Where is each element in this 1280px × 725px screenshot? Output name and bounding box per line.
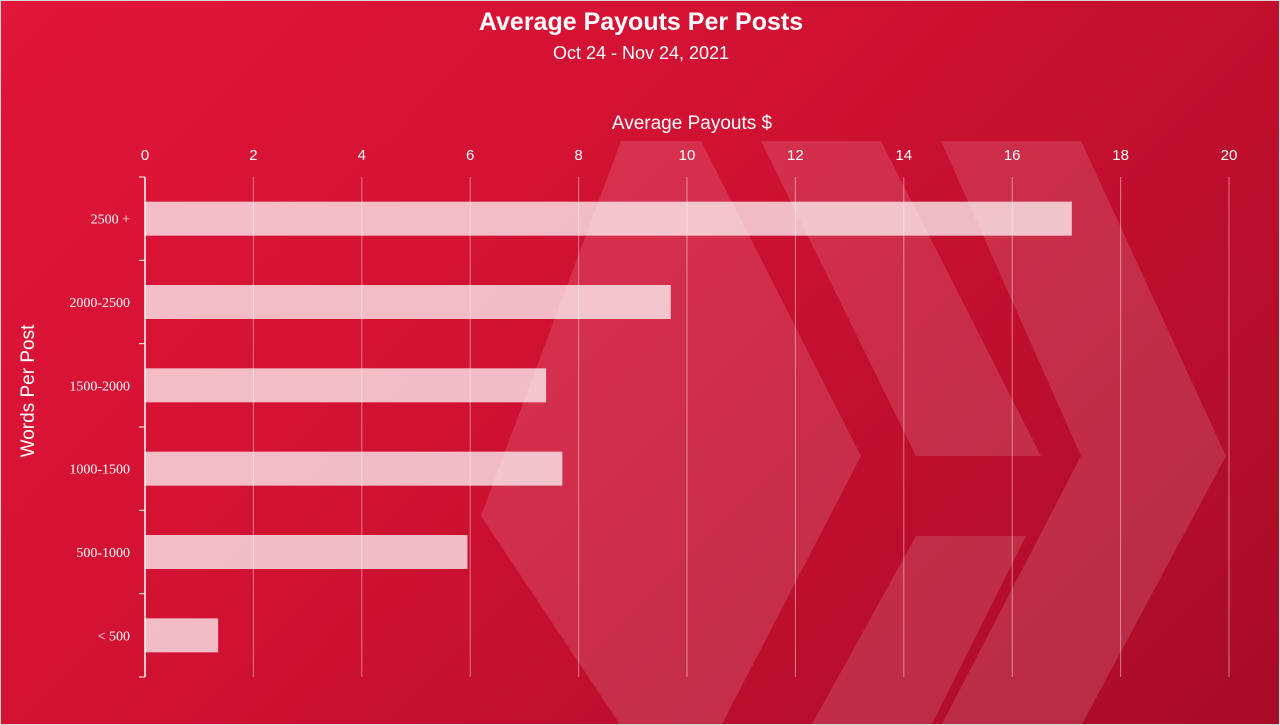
y-category-label: 2500 + (91, 213, 131, 228)
x-tick-label: 0 (141, 147, 149, 164)
x-tick-label: 10 (679, 147, 696, 164)
y-category-label: 1000-1500 (69, 463, 130, 478)
bar (145, 451, 563, 486)
x-tick-label: 8 (574, 147, 582, 164)
x-tick-label: 4 (358, 147, 366, 164)
x-tick-label: 20 (1221, 147, 1238, 164)
x-tick-label: 16 (1004, 147, 1021, 164)
y-category-label: 500-1000 (76, 546, 130, 561)
y-category-label: 1500-2000 (69, 379, 130, 394)
bar (145, 535, 468, 569)
bar (145, 285, 671, 319)
bar (145, 201, 1072, 236)
x-tick-label: 14 (895, 147, 912, 164)
y-category-label: 2000-2500 (69, 296, 130, 311)
x-tick-label: 12 (787, 147, 804, 164)
x-tick-label: 18 (1112, 147, 1129, 164)
x-axis-label: Average Payouts $ (611, 113, 773, 134)
bar (145, 368, 547, 403)
chart-subtitle: Oct 24 - Nov 24, 2021 (552, 43, 730, 63)
x-tick-label: 6 (466, 147, 474, 164)
x-tick-label: 2 (249, 147, 257, 164)
chart-title: Average Payouts Per Posts (478, 8, 804, 36)
bar (145, 618, 219, 653)
y-category-label: < 500 (98, 629, 130, 644)
